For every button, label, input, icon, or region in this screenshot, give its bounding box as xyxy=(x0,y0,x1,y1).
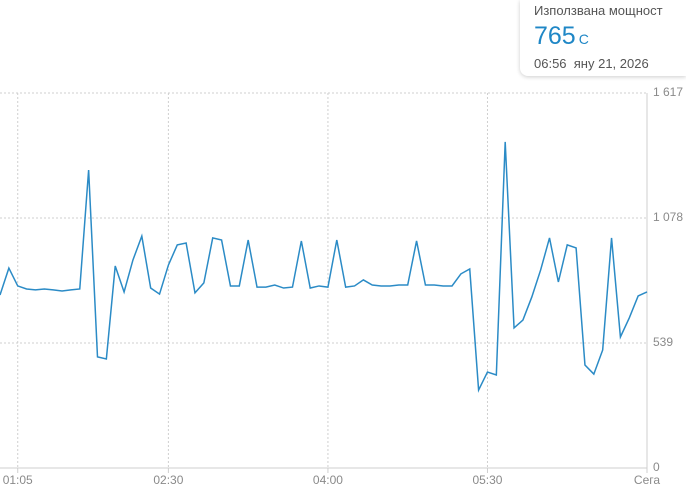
y-tick-label: 1 078 xyxy=(653,210,683,224)
unit: С xyxy=(578,31,589,47)
line xyxy=(0,141,648,393)
tooltip: Използвана мощност 765 С 06:56 яну 21, 20… xyxy=(520,0,686,76)
value: 765 xyxy=(534,22,576,50)
tooltip-time: 06:56 яну 21, 2026 xyxy=(534,56,649,71)
y-tick-label: 539 xyxy=(653,335,673,349)
y-tick-label: 0 xyxy=(653,460,660,474)
tooltip-value: 765 С xyxy=(534,22,589,51)
x-tick-label: Сега xyxy=(634,473,660,487)
y-tick-label: 1 617 xyxy=(653,85,683,99)
x-tick-label: 02:30 xyxy=(153,473,183,487)
tooltip-title: Използвана мощност xyxy=(534,3,663,18)
x-tick-label: 04:00 xyxy=(313,473,343,487)
x-tick-label: 01:05 xyxy=(3,473,33,487)
x-tick-label: 05:30 xyxy=(472,473,502,487)
